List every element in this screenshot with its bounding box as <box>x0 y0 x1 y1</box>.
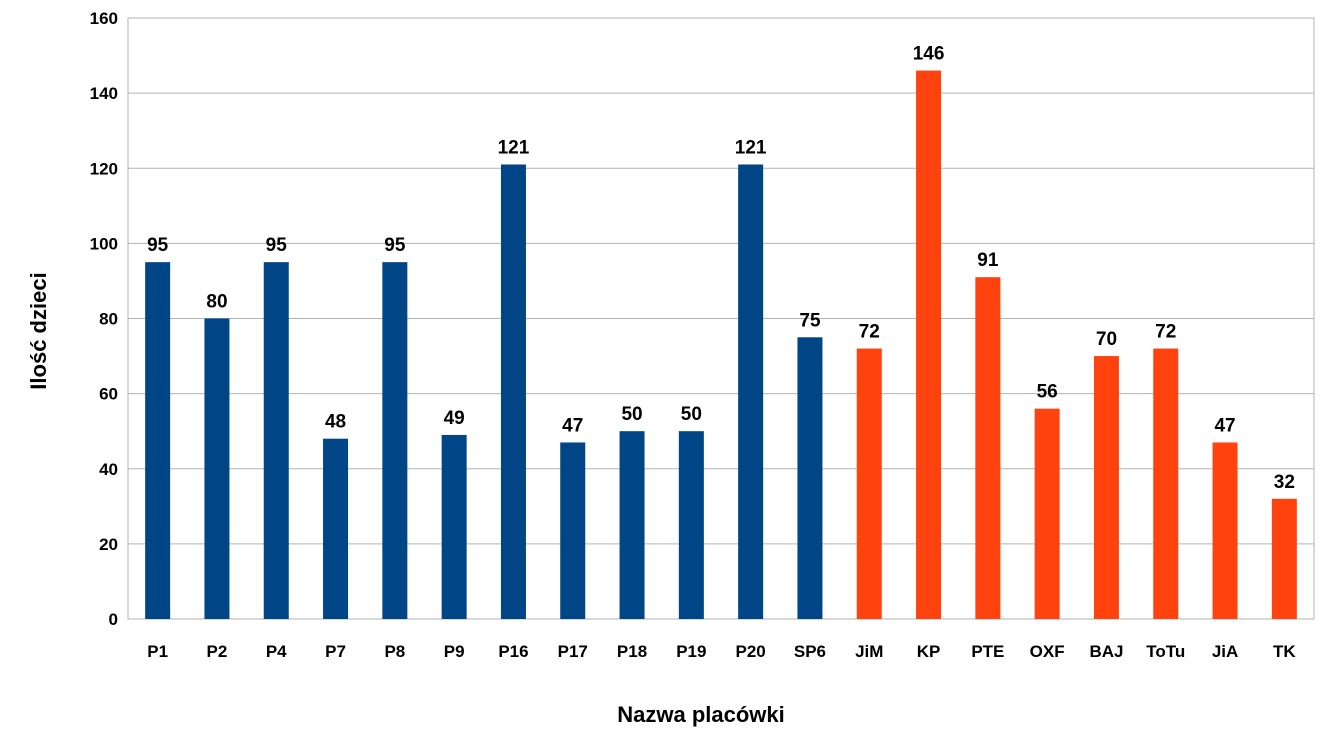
bar-jia <box>1212 442 1238 619</box>
data-label: 49 <box>444 408 465 429</box>
x-tick-label: SP6 <box>794 642 826 661</box>
bar-sp6 <box>797 337 823 619</box>
data-label: 75 <box>799 310 821 331</box>
x-tick-label: P20 <box>736 642 766 661</box>
data-label: 91 <box>977 250 999 271</box>
data-label: 146 <box>913 44 945 65</box>
bar-pte <box>975 277 1001 619</box>
bar-p9 <box>441 434 467 619</box>
bar-p19 <box>678 431 704 619</box>
x-tick-label: P1 <box>147 642 168 661</box>
bar-p16 <box>500 164 526 619</box>
bar-oxf <box>1034 408 1060 619</box>
x-tick-label: P18 <box>617 642 647 661</box>
data-label: 50 <box>621 404 642 425</box>
bar-p4 <box>263 262 289 619</box>
x-axis-ticks: P1 P2 P4 P7 P8 P9 P16 P17 P18 P19 P20 SP6 JiM KP PTE OX… <box>147 642 1296 661</box>
x-tick-label: P17 <box>558 642 588 661</box>
data-label: 50 <box>681 404 702 425</box>
bar-p17 <box>560 442 586 619</box>
x-tick-label: P19 <box>676 642 706 661</box>
y-tick-label: 40 <box>99 460 118 479</box>
x-tick-label: JiA <box>1212 642 1238 661</box>
y-tick-label: 60 <box>99 385 118 404</box>
data-label: 95 <box>147 235 169 256</box>
y-tick-label: 120 <box>90 159 118 178</box>
x-tick-label: OXF <box>1030 642 1065 661</box>
data-label: 95 <box>266 235 288 256</box>
bar-p18 <box>619 431 645 619</box>
data-label: 72 <box>1155 322 1176 343</box>
data-label: 47 <box>1214 415 1235 436</box>
bars <box>145 70 1297 619</box>
gridlines <box>127 17 1315 620</box>
x-tick-label: TK <box>1273 642 1296 661</box>
data-label: 48 <box>325 412 346 433</box>
bar-kp <box>916 70 942 619</box>
x-tick-label: PTE <box>971 642 1004 661</box>
x-tick-label: P9 <box>444 642 465 661</box>
bar-p1 <box>145 262 171 619</box>
data-label: 56 <box>1037 382 1058 403</box>
bar-p2 <box>204 318 230 619</box>
x-tick-label: P4 <box>266 642 287 661</box>
y-tick-label: 20 <box>99 535 118 554</box>
data-label: 80 <box>206 292 227 313</box>
x-tick-label: P16 <box>498 642 528 661</box>
bar-p7 <box>323 438 349 619</box>
bar-jim <box>856 348 882 619</box>
x-tick-label: BAJ <box>1089 642 1123 661</box>
data-label: 47 <box>562 415 583 436</box>
x-tick-label: P2 <box>207 642 228 661</box>
plot-frame <box>127 17 1315 620</box>
x-axis-title: Nazwa placówki <box>617 702 785 727</box>
bar-totu <box>1153 348 1179 619</box>
data-label: 70 <box>1096 329 1117 350</box>
bar-tk <box>1271 498 1297 619</box>
y-tick-label: 80 <box>99 310 118 329</box>
y-axis-title: Ilość dzieci <box>26 272 51 389</box>
bar-baj <box>1093 356 1119 619</box>
y-tick-label: 140 <box>90 84 118 103</box>
bar-p8 <box>382 262 408 619</box>
data-labels: 95 80 95 48 95 49 121 47 50 50 121 75 72 146 91 56 70 72 4… <box>147 44 1295 493</box>
data-label: 95 <box>384 235 406 256</box>
y-axis-ticks: 0 20 40 60 80 100 120 140 160 <box>90 9 118 629</box>
bar-p20 <box>738 164 764 619</box>
y-tick-label: 0 <box>109 610 118 629</box>
x-tick-label: JiM <box>855 642 883 661</box>
x-tick-label: ToTu <box>1146 642 1185 661</box>
x-tick-label: P8 <box>384 642 405 661</box>
y-tick-label: 100 <box>90 234 118 253</box>
data-label: 121 <box>498 137 530 158</box>
data-label: 121 <box>735 137 767 158</box>
x-tick-label: KP <box>917 642 941 661</box>
x-tick-label: P7 <box>325 642 346 661</box>
data-label: 72 <box>859 322 880 343</box>
data-label: 32 <box>1274 472 1295 493</box>
y-tick-label: 160 <box>90 9 118 28</box>
